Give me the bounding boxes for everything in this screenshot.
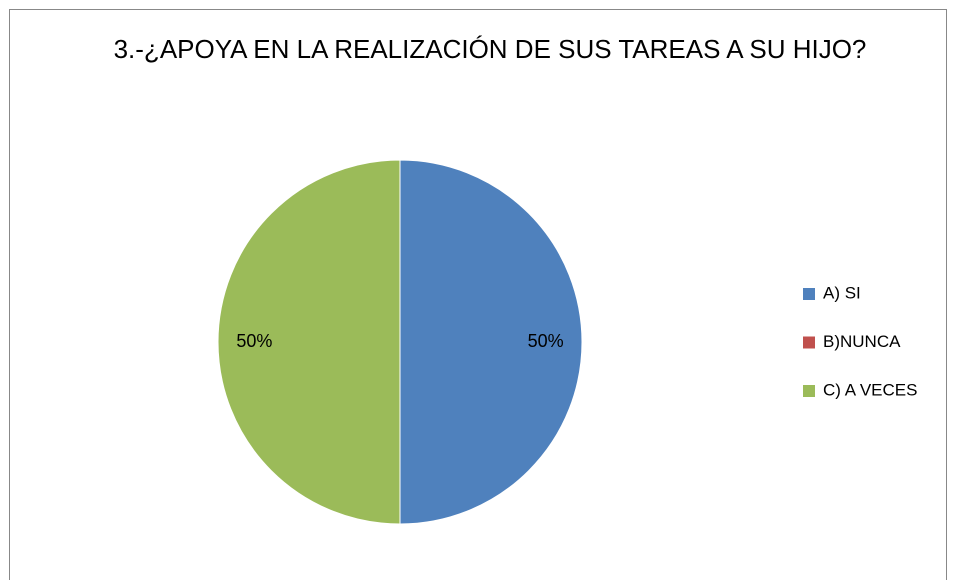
data-label: 50% (528, 331, 564, 351)
legend-swatch (803, 288, 815, 300)
chart-title: 3.-¿APOYA EN LA REALIZACIÓN DE SUS TAREA… (113, 34, 867, 64)
legend-swatch (803, 385, 815, 397)
pie-slice (217, 159, 401, 525)
legend-swatch (803, 336, 815, 349)
legend-label: C) A VECES (823, 380, 917, 399)
legend-label: B)NUNCA (823, 332, 901, 351)
pie-slice (399, 159, 583, 525)
legend-label: A) SI (823, 283, 861, 302)
data-label: 50% (236, 331, 272, 351)
